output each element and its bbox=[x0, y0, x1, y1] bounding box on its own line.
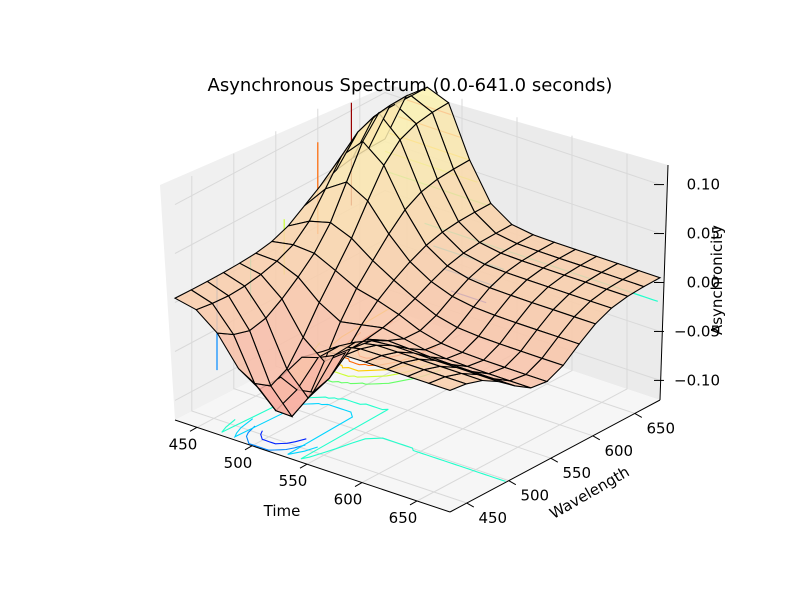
z-tick-label: 0.10 bbox=[687, 176, 720, 194]
y-tick-label: 600 bbox=[604, 442, 633, 460]
x-axis-label: Time bbox=[263, 502, 301, 520]
surface-3d bbox=[173, 86, 662, 418]
z-tick-label: 0.00 bbox=[687, 274, 720, 292]
x-axis-line bbox=[174, 419, 451, 513]
contour-line bbox=[221, 396, 506, 482]
grid-line bbox=[233, 153, 509, 482]
y-tick-label: 550 bbox=[562, 464, 591, 482]
x-tick-mark bbox=[354, 482, 363, 487]
y-tick-mark bbox=[550, 457, 559, 463]
y-tick-mark bbox=[634, 413, 643, 418]
contour-line bbox=[260, 430, 307, 445]
x-tick-label: 450 bbox=[169, 435, 198, 453]
contour-line bbox=[245, 425, 306, 451]
y-tick-label: 650 bbox=[646, 419, 675, 437]
grid-line bbox=[191, 176, 467, 504]
y-tick-label: 450 bbox=[478, 509, 507, 527]
y-tick-mark bbox=[508, 480, 517, 486]
chart-title: Asynchronous Spectrum (0.0-641.0 seconds… bbox=[208, 75, 613, 96]
grid-line bbox=[416, 154, 628, 502]
surface-patch bbox=[173, 289, 214, 311]
z-tick-label: −0.10 bbox=[674, 371, 720, 389]
grid-line bbox=[361, 135, 573, 484]
x-tick-mark bbox=[409, 500, 418, 506]
z-tick-label: 0.05 bbox=[687, 225, 720, 243]
axis-ticks: 450 500 550 600 650 450 500 550 600 650 −0.10 −0.05… bbox=[169, 176, 720, 527]
x-tick-label: 650 bbox=[389, 509, 418, 527]
x-tick-label: 550 bbox=[279, 472, 308, 490]
grid-line bbox=[174, 92, 661, 206]
x-tick-label: 500 bbox=[224, 454, 253, 472]
z-axis-label: Asynchronicity bbox=[708, 225, 726, 335]
x-tick-mark bbox=[244, 445, 253, 451]
x-tick-mark bbox=[299, 463, 308, 469]
x-tick-mark bbox=[189, 426, 198, 432]
contour-line bbox=[233, 402, 354, 455]
z-tick-label: −0.05 bbox=[674, 322, 720, 340]
x-tick-label: 600 bbox=[334, 491, 363, 509]
y-tick-label: 500 bbox=[520, 487, 549, 505]
y-tick-mark bbox=[466, 502, 475, 508]
y-axis-line bbox=[449, 399, 661, 513]
y-tick-mark bbox=[592, 435, 601, 441]
